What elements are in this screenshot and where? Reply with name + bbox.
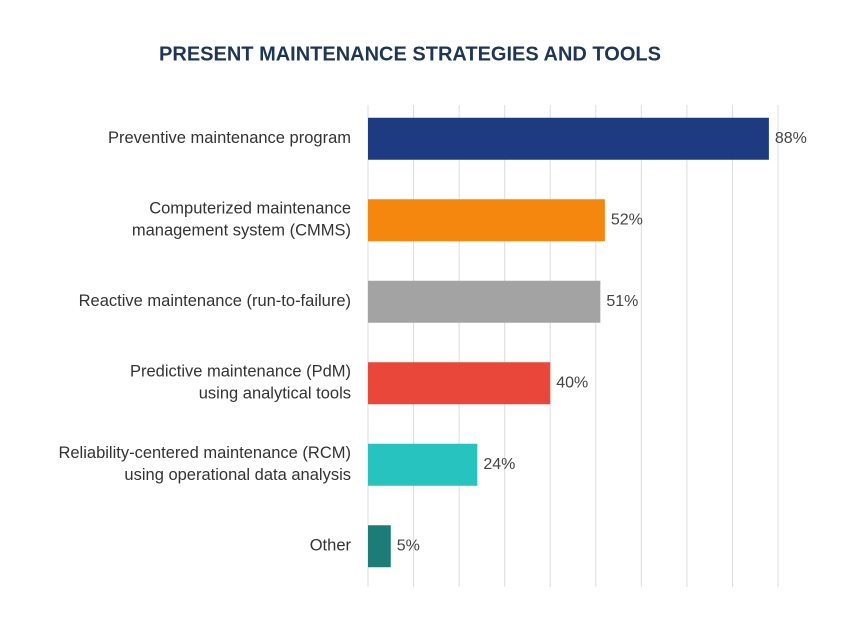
value-label: 52% <box>611 211 643 228</box>
bar <box>368 362 551 405</box>
value-label: 40% <box>556 374 588 391</box>
value-label: 51% <box>606 293 638 310</box>
category-label: Reliability-centered maintenance (RCM) us… <box>58 444 351 484</box>
chart-title: PRESENT MAINTENANCE STRATEGIES AND TOOLS <box>159 43 661 65</box>
bar <box>368 443 478 486</box>
category-label: Reactive maintenance (run-to-failure) <box>79 292 351 310</box>
value-label: 24% <box>483 456 515 473</box>
bar <box>368 525 391 568</box>
category-label: Preventive maintenance program <box>108 129 351 147</box>
value-label: 5% <box>397 537 420 554</box>
category-label: Other <box>310 537 352 555</box>
value-label: 88% <box>775 130 807 147</box>
bar <box>368 280 601 323</box>
bar <box>368 117 769 160</box>
category-label: Predictive maintenance (PdM) using analyt… <box>130 363 351 403</box>
bar <box>368 199 605 242</box>
category-label: Computerized maintenance management syste… <box>132 200 351 240</box>
